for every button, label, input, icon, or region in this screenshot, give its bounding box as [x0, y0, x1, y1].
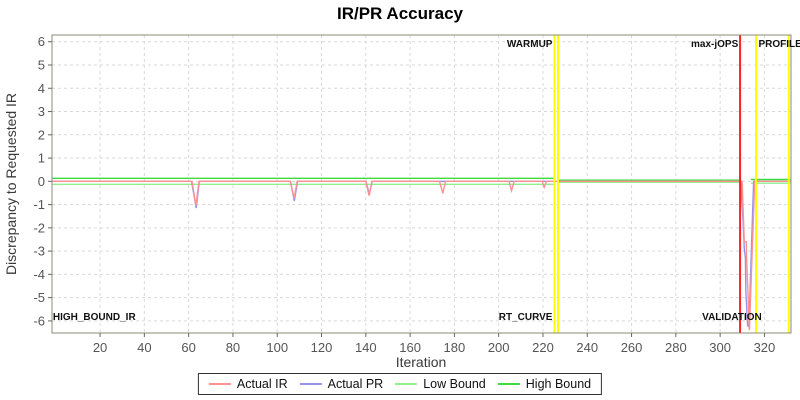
legend-swatch-low-bound [395, 383, 418, 385]
x-tick-label: 20 [93, 340, 107, 355]
x-tick-label: 40 [137, 340, 151, 355]
legend-item-actual-ir: Actual IR [208, 377, 288, 391]
x-tick-label: 140 [355, 340, 377, 355]
legend-item-low-bound: Low Bound [395, 377, 486, 391]
plot-border [51, 34, 792, 334]
y-tick-label: 5 [38, 58, 45, 73]
axis-ticks: 20 40 60 80 100 120 140 160 180 200 220 240 260 280 30… [33, 34, 775, 355]
chart-legend: Actual IR Actual PR Low Bound High Bound [197, 373, 603, 395]
legend-item-actual-pr: Actual PR [299, 377, 384, 391]
y-tick-label: -6 [33, 313, 45, 328]
y-tick-label: 2 [38, 127, 45, 142]
x-tick-label: 160 [399, 340, 421, 355]
legend-label-actual-ir: Actual IR [236, 377, 288, 391]
y-tick-label: -2 [33, 220, 45, 235]
x-tick-label: 300 [709, 340, 731, 355]
x-tick-label: 320 [754, 340, 776, 355]
phase-label-profile: PROFILE [758, 39, 800, 50]
phase-label-high-bound-ir: HIGH_BOUND_IR [53, 312, 137, 323]
y-tick-label: -1 [33, 197, 45, 212]
x-tick-label: 60 [181, 340, 195, 355]
chart-title: IR/PR Accuracy [337, 4, 463, 23]
y-tick-label: 6 [38, 34, 45, 49]
x-tick-label: 80 [226, 340, 240, 355]
chart-series [52, 177, 791, 331]
y-tick-label: -5 [33, 290, 45, 305]
x-axis-title: Iteration [396, 354, 447, 370]
legend-label-low-bound: Low Bound [423, 377, 486, 391]
x-tick-label: 260 [621, 340, 643, 355]
phase-labels: WARMUP max-jOPS PROFILE RT_CURVE VALIDATION H… [53, 39, 800, 323]
legend-label-actual-pr: Actual PR [327, 377, 384, 391]
plot-outline [51, 34, 792, 334]
phase-label-rt-curve: RT_CURVE [499, 312, 553, 323]
phase-label-max-jops: max-jOPS [691, 39, 739, 50]
legend-swatch-actual-pr [299, 383, 322, 385]
y-tick-label: 4 [38, 81, 45, 96]
y-tick-label: 3 [38, 104, 45, 119]
x-tick-label: 200 [488, 340, 510, 355]
legend-label-high-bound: High Bound [525, 377, 592, 391]
y-tick-label: 0 [38, 174, 45, 189]
x-tick-label: 120 [311, 340, 333, 355]
y-axis-title: Discrepancy to Requested IR [3, 93, 19, 275]
phase-label-warmup: WARMUP [507, 39, 553, 50]
legend-swatch-actual-ir [208, 383, 231, 385]
x-tick-label: 220 [532, 340, 554, 355]
x-tick-label: 180 [444, 340, 466, 355]
x-tick-label: 100 [266, 340, 288, 355]
series-actual-pr [52, 180, 791, 329]
x-tick-label: 240 [576, 340, 598, 355]
x-tick-label: 280 [665, 340, 687, 355]
phase-label-validation: VALIDATION [702, 312, 762, 323]
gridlines [52, 35, 791, 333]
legend-item-high-bound: High Bound [497, 377, 592, 391]
phase-marker-lines [553, 35, 790, 333]
y-tick-label: 1 [38, 151, 45, 166]
y-tick-label: -4 [33, 267, 45, 282]
series-actual-ir [52, 180, 791, 331]
legend-swatch-high-bound [497, 383, 520, 385]
y-tick-label: -3 [33, 244, 45, 259]
